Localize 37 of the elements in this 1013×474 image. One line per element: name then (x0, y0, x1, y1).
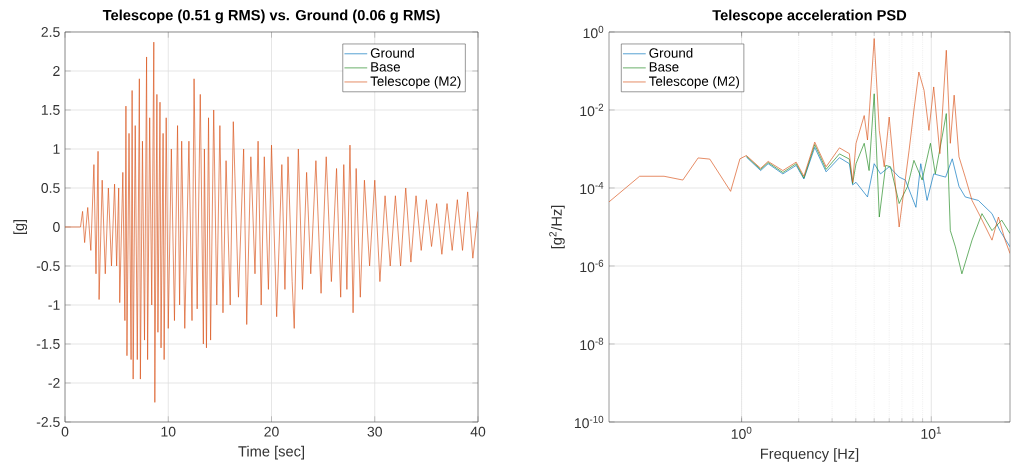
x-tick-label: 10$^{1}$ (921, 426, 941, 439)
y-tick-label: 10$^{-10}$ (574, 415, 604, 429)
x-tick-label: 10$^{0}$ (731, 426, 752, 439)
x-axis-title: Frequency [Hz] (760, 448, 859, 462)
x-tick-label: 10 (161, 426, 176, 437)
y-tick-label: 10$^{0}$ (583, 25, 604, 39)
x-tick-label: 0 (61, 426, 69, 437)
x-axis-title: Time [sec] (238, 445, 304, 460)
x-tick-label: 20 (264, 426, 279, 437)
y-axis-title: [g$^{2}$/Hz] (549, 205, 565, 249)
legend-label: Telescope (M2) (370, 76, 461, 89)
y-tick-label: 2.5 (41, 27, 60, 37)
x-tick-label: 40 (470, 426, 486, 437)
line-series (65, 41, 478, 403)
y-tick-label: 2 (53, 66, 60, 76)
y-tick-label: 1.5 (41, 105, 60, 115)
y-axis-title: [g] (13, 219, 28, 235)
y-tick-label: 0 (53, 222, 60, 232)
y-tick-label: 1 (53, 144, 60, 154)
y-tick-label: 10$^{-4}$ (580, 181, 604, 195)
chart-title: Telescope (0.51 g RMS) vs. Ground (0.06 g RMS) (102, 9, 440, 24)
legend-label: Telescope (M2) (649, 76, 740, 89)
y-tick-label: 0.5 (41, 183, 60, 193)
y-tick-label: -1 (48, 300, 60, 310)
legend-label: Ground (649, 47, 693, 58)
y-tick-label: -0.5 (36, 261, 60, 271)
y-tick-label: 10$^{-8}$ (580, 337, 604, 351)
y-tick-label: -2 (48, 378, 60, 388)
x-tick-label: 30 (367, 426, 382, 437)
y-tick-label: -1.5 (36, 339, 60, 349)
legend-label: Base (371, 62, 400, 72)
y-tick-label: -2.5 (36, 417, 60, 427)
legend-label: Ground (370, 47, 414, 58)
legend-label: Base (649, 62, 679, 72)
y-tick-label: 10$^{-2}$ (580, 103, 604, 117)
y-tick-label: 10$^{-6}$ (580, 259, 604, 273)
chart-title: Telescope acceleration PSD (712, 9, 907, 24)
